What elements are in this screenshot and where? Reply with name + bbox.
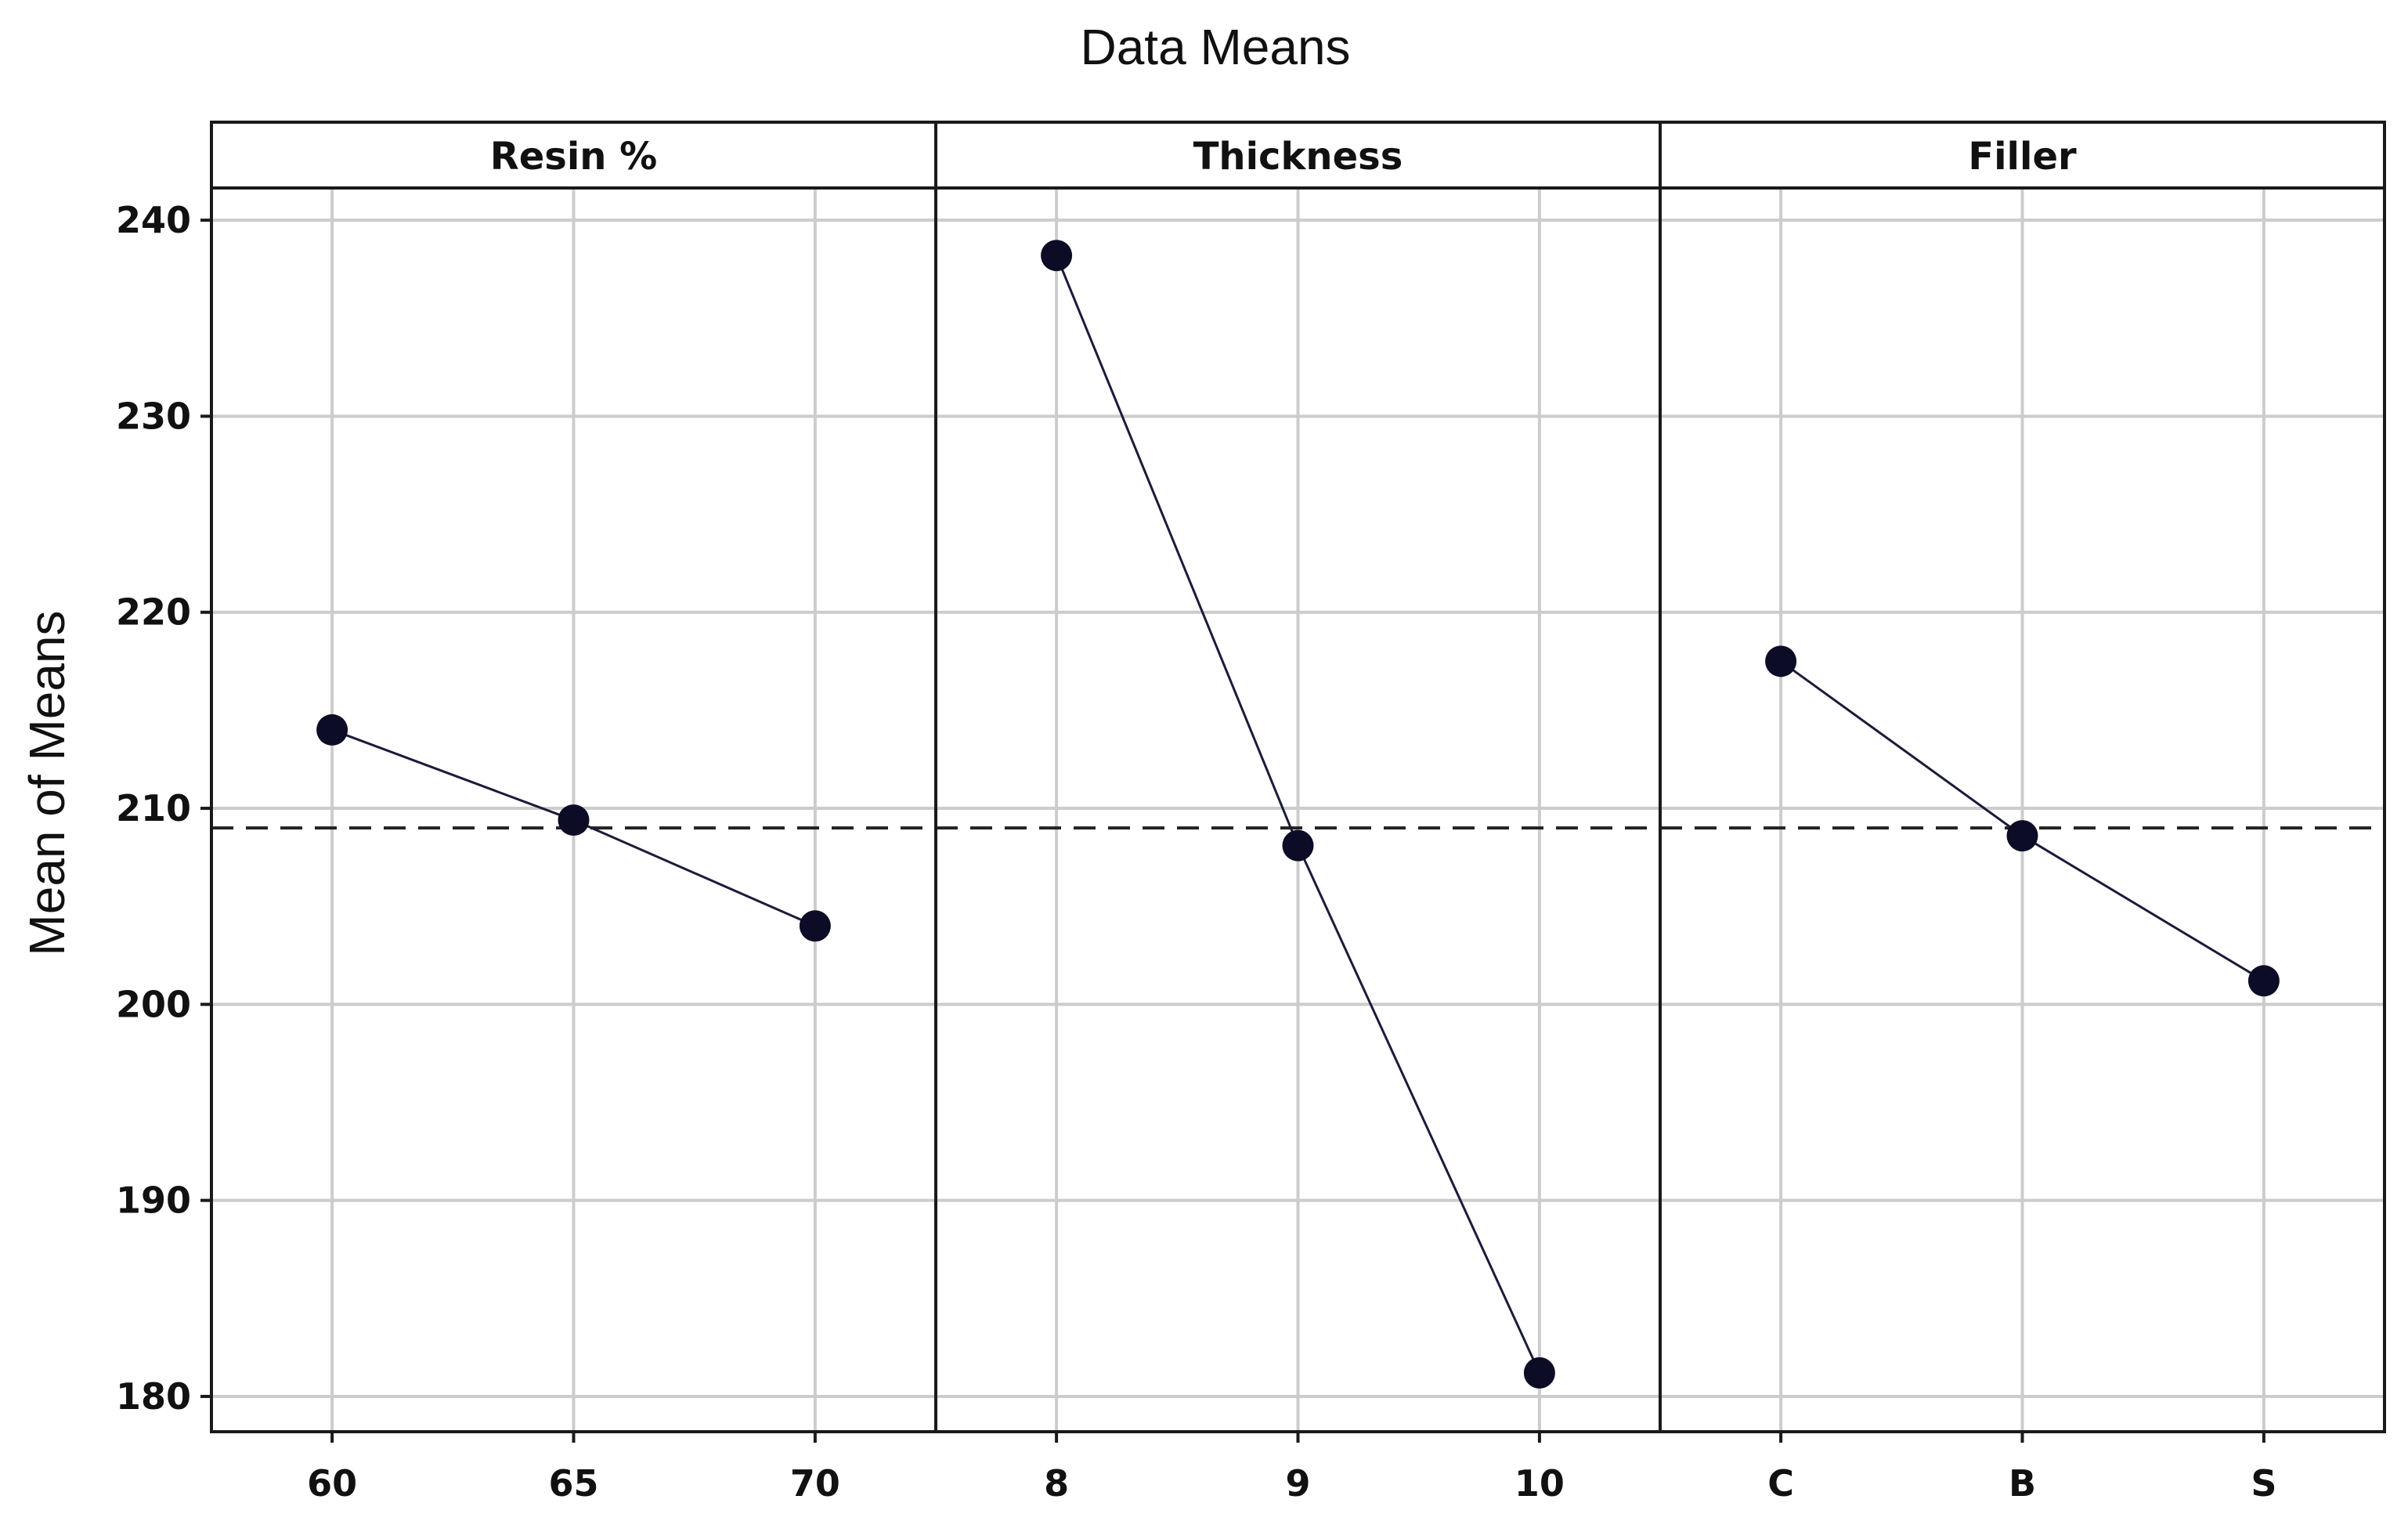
data-points [316, 240, 2280, 1389]
chart-title: Data Means [1080, 19, 1350, 75]
x-tick-label: B [2009, 1462, 2036, 1505]
data-point [799, 910, 831, 942]
y-tick-label: 190 [116, 1180, 191, 1222]
data-point [1282, 829, 1314, 862]
x-tick-label: 9 [1285, 1462, 1310, 1505]
panel-title: Thickness [1193, 135, 1403, 179]
data-point [2006, 820, 2038, 852]
x-tick-label: S [2251, 1462, 2276, 1505]
data-point [2247, 965, 2280, 997]
y-tick-label: 220 [116, 591, 191, 634]
y-tick-label: 180 [116, 1375, 191, 1418]
x-tick-label: 10 [1514, 1462, 1565, 1505]
y-axis-label: Mean of Means [19, 610, 75, 956]
panel-title: Resin % [490, 135, 658, 179]
panel-strips: Resin % Thickness Filler [490, 135, 2077, 179]
data-point [558, 804, 590, 836]
x-tick-label: 8 [1044, 1462, 1069, 1505]
data-point [1041, 240, 1073, 272]
y-tick-label: 210 [116, 787, 191, 829]
y-tick-label: 230 [116, 395, 191, 437]
x-tick-label: 60 [307, 1462, 357, 1505]
panel-title: Filler [1968, 135, 2077, 179]
data-point [1523, 1357, 1555, 1389]
data-point [316, 714, 348, 746]
y-tick-label: 240 [116, 199, 191, 241]
x-tick-label: 65 [548, 1462, 598, 1505]
x-tick-label: 70 [790, 1462, 840, 1505]
y-tick-label: 200 [116, 983, 191, 1025]
gridlines [211, 188, 2385, 1432]
x-tick-label: C [1767, 1462, 1794, 1505]
data-point [1765, 645, 1797, 677]
tick-labels: 180 190 200 210 220 230 240 60 65 70 8 9 10 C B S [116, 199, 2276, 1505]
